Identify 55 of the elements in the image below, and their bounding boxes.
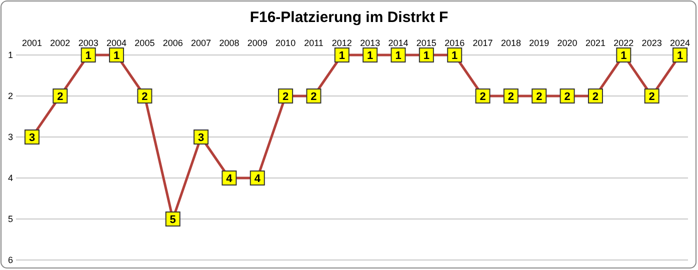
x-tick-label: 2003 [78,38,98,48]
data-label: 2 [564,91,570,103]
x-tick-label: 2019 [529,38,550,48]
data-label: 1 [395,50,402,62]
data-label: 2 [142,91,148,103]
x-tick-label: 2006 [162,38,183,48]
data-label: 1 [676,50,684,62]
x-tick-label: 2001 [22,38,42,48]
data-label: 1 [113,50,120,62]
data-label: 2 [57,91,64,103]
x-tick-label: 2012 [332,38,352,48]
data-label: 5 [170,214,176,226]
x-tick-label: 2008 [219,38,240,48]
data-label: 2 [480,91,486,103]
x-tick-label: 2015 [416,38,436,48]
x-tick-label: 2024 [670,38,690,48]
data-label: 2 [648,91,655,103]
data-label: 1 [338,50,345,62]
y-tick-label: 6 [8,254,13,265]
data-label: 2 [536,91,542,103]
x-tick-label: 2020 [557,38,578,48]
x-tick-label: 2004 [106,38,127,48]
y-tick-label: 5 [8,214,13,224]
y-tick-label: 2 [8,90,13,101]
x-tick-label: 2023 [642,38,662,48]
y-tick-label: 4 [8,172,13,183]
data-label: 2 [508,91,514,103]
y-tick-label: 3 [8,132,13,142]
x-tick-label: 2013 [360,38,380,48]
data-label: 3 [198,132,204,144]
x-tick-label: 2007 [191,38,212,48]
x-tick-label: 2021 [585,38,606,48]
data-label: 2 [282,91,289,103]
x-tick-label: 2009 [247,38,268,48]
x-tick-label: 2022 [614,38,634,48]
data-label: 1 [423,50,430,62]
data-label: 1 [620,50,627,62]
data-label: 3 [28,132,36,144]
data-label: 1 [367,50,374,62]
x-tick-label: 2011 [304,38,324,48]
x-tick-label: 2017 [472,38,493,48]
x-tick-label: 2018 [500,38,521,48]
x-tick-label: 2010 [276,38,296,48]
x-tick-label: 2014 [388,38,408,48]
data-label: 1 [85,50,92,62]
chart-title: F16-Platzierung im Distrkt F [250,9,448,26]
data-label: 2 [592,91,599,103]
y-tick-label: 1 [8,50,13,60]
data-label: 4 [226,173,234,185]
data-label: 4 [254,173,262,185]
x-tick-label: 2002 [50,38,70,48]
data-label: 1 [452,50,458,62]
data-label: 2 [310,91,317,103]
x-tick-label: 2005 [134,38,155,48]
x-tick-label: 2016 [444,38,465,48]
